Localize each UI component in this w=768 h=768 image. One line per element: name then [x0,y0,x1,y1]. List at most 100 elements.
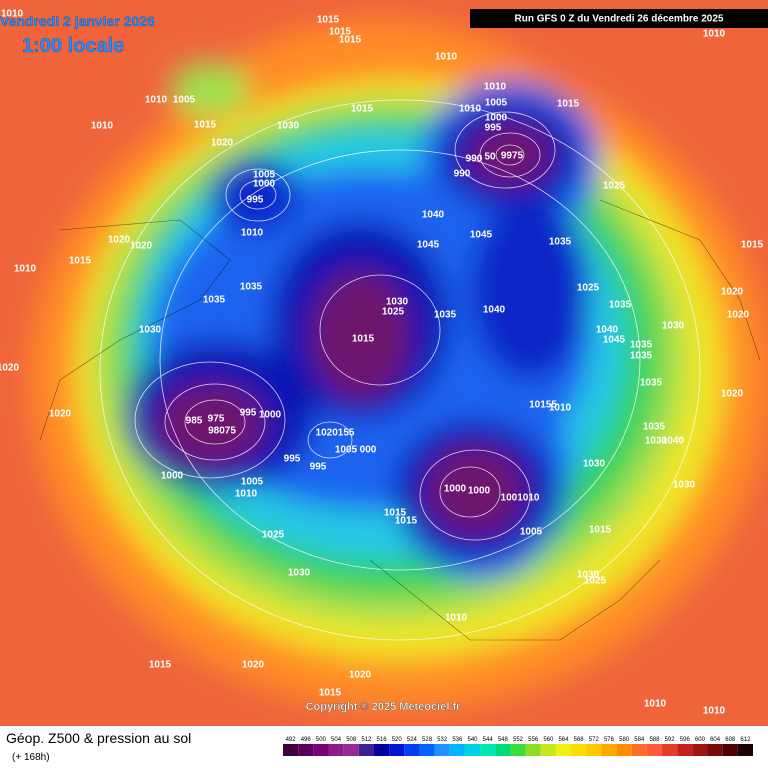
isobar-label: 1035 [609,300,632,311]
isobar-label: 990 [454,169,471,180]
isobar-label: 1020 [721,287,744,298]
isobar-label: 1025 [584,576,607,587]
isobar-label: 1010 [235,489,258,500]
isobar-label: 1040 [596,325,619,336]
isobar-label: 1020 [242,660,265,671]
isobar-label: 1025 [262,530,285,541]
colorbar-swatch [358,744,374,756]
colorbar: 492 496 500 504 508 512 516 520 524 528 532 536 540 5… [283,737,753,756]
footer-lead: (+ 168h) [12,752,50,763]
isobar-label: 1040 [662,436,685,447]
isobar-label: 1045 [603,335,626,346]
isobar-label: 1020 [108,235,131,246]
isobar-label: 995 [485,123,502,134]
colorbar-swatch [586,744,602,756]
colorbar-label: 500 [316,737,327,743]
isobar-label: 000 [360,445,377,456]
isobar-label: 1035 [434,310,457,321]
isobar-label: 1010 [549,403,572,414]
colorbar-label: 516 [377,737,388,743]
isobar-label: 1020 [721,389,744,400]
colorbar-swatch [404,744,420,756]
isobar-label: 1000 [259,410,282,421]
colorbar-label: 536 [452,737,463,743]
isobar-label: 1010 [703,29,726,40]
colorbar-swatch [464,744,481,756]
colorbar-swatch [722,744,738,756]
colorbar-label: 604 [710,737,721,743]
isobars [99,99,701,641]
colorbar-label: 528 [422,737,433,743]
run-info: Run GFS 0 Z du Vendredi 26 décembre 2025 [515,14,724,25]
colorbar-swatch [631,744,647,756]
isobar-label: 1045 [470,230,493,241]
isobar-label: 1010 [1,9,24,20]
colorbar-label: 592 [665,737,676,743]
colorbar-label: 532 [437,737,448,743]
colorbar-swatch [313,744,329,756]
colorbar-label: 568 [574,737,585,743]
isobar-label: 1005 [253,170,276,181]
isobar-label: 1035 [630,351,653,362]
colorbar-swatch [298,744,314,756]
colorbar-swatch [495,744,511,756]
isobar-label: 1020155 [316,428,355,439]
colorbar-swatch [283,744,299,756]
coastlines [39,199,761,641]
footer-title: Géop. Z500 & pression au sol [6,730,191,746]
colorbar-swatch [707,744,723,756]
isobar-label: 1010 [241,228,264,239]
isobar-label: 1035 [203,295,226,306]
isobar-label: 1030 [645,436,668,447]
colorbar-swatch [449,744,465,756]
colorbar-swatch [389,744,405,756]
isobar-label: 1015 [557,99,580,110]
isobar-label: 990 [466,154,483,165]
isobar-label: 1035 [643,422,666,433]
isobar-label: 1010 [703,706,726,717]
isobar-label: 1025 [382,307,405,318]
isobar-label: 1030 [583,459,606,470]
colorbar-label: 496 [301,737,312,743]
isobar-label: 995 [310,462,327,473]
colorbar-label: 504 [331,737,342,743]
isobar-label: 995 [247,195,264,206]
isobar-label: 1005 [335,445,358,456]
isobar-label: 975 [208,414,225,425]
isobar-label: 1015 [329,27,352,38]
isobar-label: 1010 [435,52,458,63]
isobar-label: 1000 [485,113,508,124]
isobar-label: 1035 [630,340,653,351]
colorbar-swatch [677,744,693,756]
isobar-labels: 1010 1015 1015 1015 1010 1010 1010 1005 1010 1015… [0,9,764,717]
isobar-label: 1015 [194,120,217,131]
isobar-label: 1035 [640,378,663,389]
colorbar-swatch [419,744,435,756]
colorbar-label: 512 [361,737,372,743]
colorbar-swatch [328,744,344,756]
isobar-label: 1045 [417,240,440,251]
isobar-label: 1005 [173,95,196,106]
colorbar-label: 492 [286,737,297,743]
isobar-label: 1010 [459,104,482,115]
colorbar-swatch [616,744,632,756]
isobar-label: 1020 [130,241,153,252]
isobar-label: 1000 [468,486,491,497]
colorbar-swatch [525,744,541,756]
isobar-label: 1000 [444,484,467,495]
colorbar-swatch [692,744,708,756]
colorbar-label: 552 [513,737,524,743]
colorbar-label: 524 [407,737,418,743]
colorbar-swatch [343,744,359,756]
colorbar-swatch [373,744,390,756]
isobar-label: 1030 [139,325,162,336]
colorbar-swatch [540,744,556,756]
colorbar-label: 612 [740,737,751,743]
isobar-label: 1010 [145,95,168,106]
isobar-label: 1001010 [501,493,540,504]
isobar-label: 1010 [445,613,468,624]
colorbar-label: 576 [604,737,615,743]
isobar-label: 1030 [386,297,409,308]
isobar-label: 1015 [384,508,407,519]
colorbar-label: 548 [498,737,509,743]
